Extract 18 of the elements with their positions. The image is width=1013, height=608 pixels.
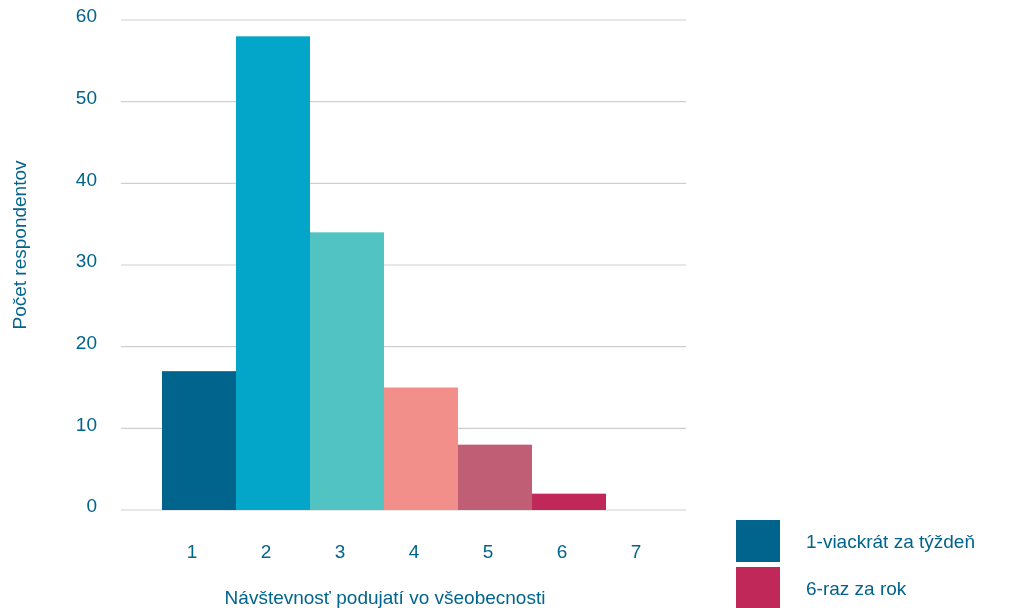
x-tick-label: 7 xyxy=(630,540,642,562)
y-tick-label: 60 xyxy=(75,5,97,27)
y-tick-label: 30 xyxy=(75,250,97,272)
y-tick-label: 10 xyxy=(75,413,97,435)
legend-label: 6-raz za rok xyxy=(806,578,907,599)
y-tick-label: 20 xyxy=(75,332,97,354)
y-axis-title: Počet respondentov xyxy=(9,160,30,330)
x-tick-label: 5 xyxy=(482,540,494,562)
y-tick-label: 0 xyxy=(86,495,97,517)
x-tick-label: 6 xyxy=(556,540,568,562)
x-tick-label: 2 xyxy=(260,540,272,562)
x-tick-label: 3 xyxy=(334,540,346,562)
x-tick-label: 1 xyxy=(186,540,198,562)
x-tick-label: 4 xyxy=(408,540,420,562)
y-tick-label: 50 xyxy=(75,87,97,109)
y-tick-label: 40 xyxy=(75,168,97,190)
legend-label: 1-viackrát za týždeň xyxy=(806,531,975,552)
x-axis-title: Návštevnosť podujatí vo všeobecnosti xyxy=(224,587,546,608)
